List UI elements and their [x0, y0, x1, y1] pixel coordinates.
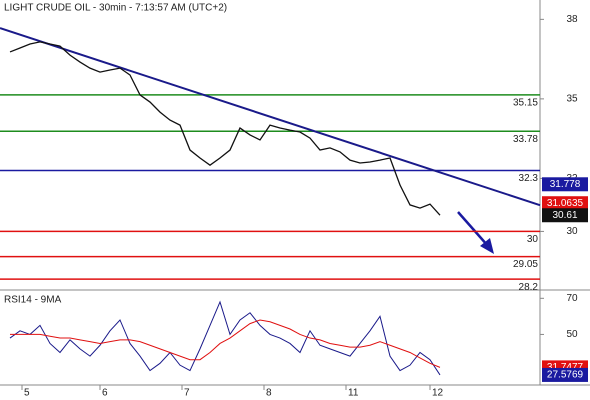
y-tick-label: 35 — [566, 94, 578, 105]
y-tick-label: 30 — [566, 226, 578, 237]
x-tick-label: 11 — [348, 388, 359, 399]
x-tick-label: 6 — [102, 388, 108, 399]
level-label: 32.3 — [519, 173, 539, 184]
x-tick-label: 8 — [266, 388, 272, 399]
y-tick-label: 38 — [566, 14, 578, 25]
price-badge-label: 31.7477 — [547, 362, 584, 373]
level-label: 30 — [527, 234, 539, 245]
level-label: 35.15 — [513, 98, 538, 109]
price-line — [9, 41, 441, 216]
forecast-arrow — [457, 211, 494, 254]
x-tick-label: 5 — [24, 388, 30, 399]
rsi-line — [10, 319, 441, 368]
rsi-line — [9, 300, 441, 376]
price-badge-label: 31.778 — [550, 179, 581, 190]
price-badge-label: 31.0635 — [547, 198, 584, 209]
rsi-title: RSI14 - 9MA — [4, 295, 62, 306]
level-label: 29.05 — [513, 259, 538, 270]
x-tick-label: 7 — [184, 388, 190, 399]
price-badge — [542, 196, 588, 211]
chart-title: LIGHT CRUDE OIL - 30min - 7:13:57 AM (UT… — [4, 3, 227, 14]
rsi-y-tick-label: 70 — [566, 293, 578, 304]
x-tick-label: 12 — [432, 388, 444, 399]
price-badge — [542, 367, 588, 382]
trend-line — [0, 27, 541, 207]
price-badge — [542, 208, 588, 223]
price-badge-label: 27.5769 — [547, 370, 584, 381]
price-badge-label: 30.61 — [552, 210, 577, 221]
level-label: 28.2 — [519, 282, 539, 293]
rsi-y-tick-label: 50 — [566, 329, 578, 340]
price-badge — [542, 177, 588, 192]
level-label: 33.78 — [513, 134, 538, 145]
